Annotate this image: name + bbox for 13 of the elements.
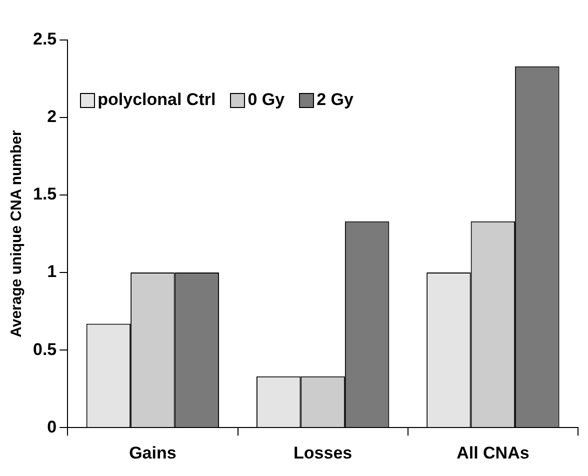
y-tick-label: 0 xyxy=(47,417,57,436)
legend-label: polyclonal Ctrl xyxy=(98,90,216,110)
x-tick-label: All CNAs xyxy=(456,443,530,462)
x-tick-label: Gains xyxy=(129,443,176,462)
y-tick-label: 2 xyxy=(47,107,57,126)
y-tick-label: 1.5 xyxy=(32,184,57,204)
y-tick-label: 0.5 xyxy=(32,340,57,359)
y-tick-label: 2.5 xyxy=(32,30,57,49)
y-tick-label: 1 xyxy=(47,262,57,282)
legend-label: 2 Gy xyxy=(316,90,354,110)
x-tick-label: Losses xyxy=(294,443,352,462)
legend-label: 0 Gy xyxy=(248,90,285,110)
y-axis-title: Average unique CNA number xyxy=(8,130,26,338)
